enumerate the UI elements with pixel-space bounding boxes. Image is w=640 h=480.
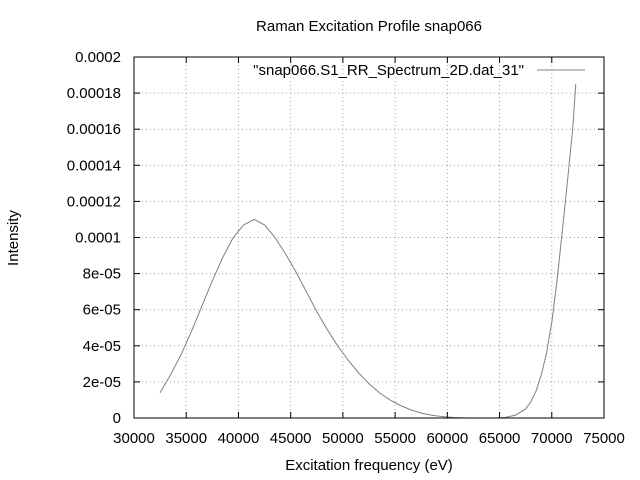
- y-axis-label: Intensity: [5, 210, 22, 266]
- y-tick-label: 0.00016: [67, 121, 121, 138]
- x-tick-label: 30000: [113, 430, 155, 447]
- grid: [134, 57, 604, 418]
- x-tick-label: 75000: [583, 430, 625, 447]
- plot-frame: [133, 56, 605, 419]
- y-tick-label: 6e-05: [83, 302, 121, 319]
- y-tick-label: 0: [113, 410, 121, 427]
- y-tick-label: 8e-05: [83, 266, 121, 283]
- y-tick-label: 0.00018: [67, 85, 121, 102]
- y-tick-label: 0.00012: [67, 193, 121, 210]
- x-tick-label: 70000: [531, 430, 573, 447]
- plot-area: [159, 84, 577, 419]
- x-axis-label: Excitation frequency (eV): [285, 457, 453, 474]
- legend-label: "snap066.S1_RR_Spectrum_2D.dat_31": [253, 62, 524, 79]
- x-tick-label: 45000: [270, 430, 312, 447]
- x-tick-label: 65000: [479, 430, 521, 447]
- x-tick-label: 50000: [322, 430, 364, 447]
- x-tick-label: 60000: [426, 430, 468, 447]
- y-tick-label: 2e-05: [83, 374, 121, 391]
- y-tick-label: 4e-05: [83, 338, 121, 355]
- chart-title: Raman Excitation Profile snap066: [256, 18, 482, 35]
- x-tick-label: 40000: [218, 430, 260, 447]
- y-tick-label: 0.00014: [67, 157, 121, 174]
- axis-ticks: 30000 35000 40000 45000 50000 55000 60000 65000…: [67, 49, 625, 447]
- y-tick-label: 0.0001: [75, 230, 121, 247]
- series-line: [159, 84, 577, 419]
- x-tick-label: 55000: [374, 430, 416, 447]
- y-tick-label: 0.0002: [75, 49, 121, 66]
- legend: "snap066.S1_RR_Spectrum_2D.dat_31": [253, 62, 585, 79]
- x-tick-label: 35000: [165, 430, 207, 447]
